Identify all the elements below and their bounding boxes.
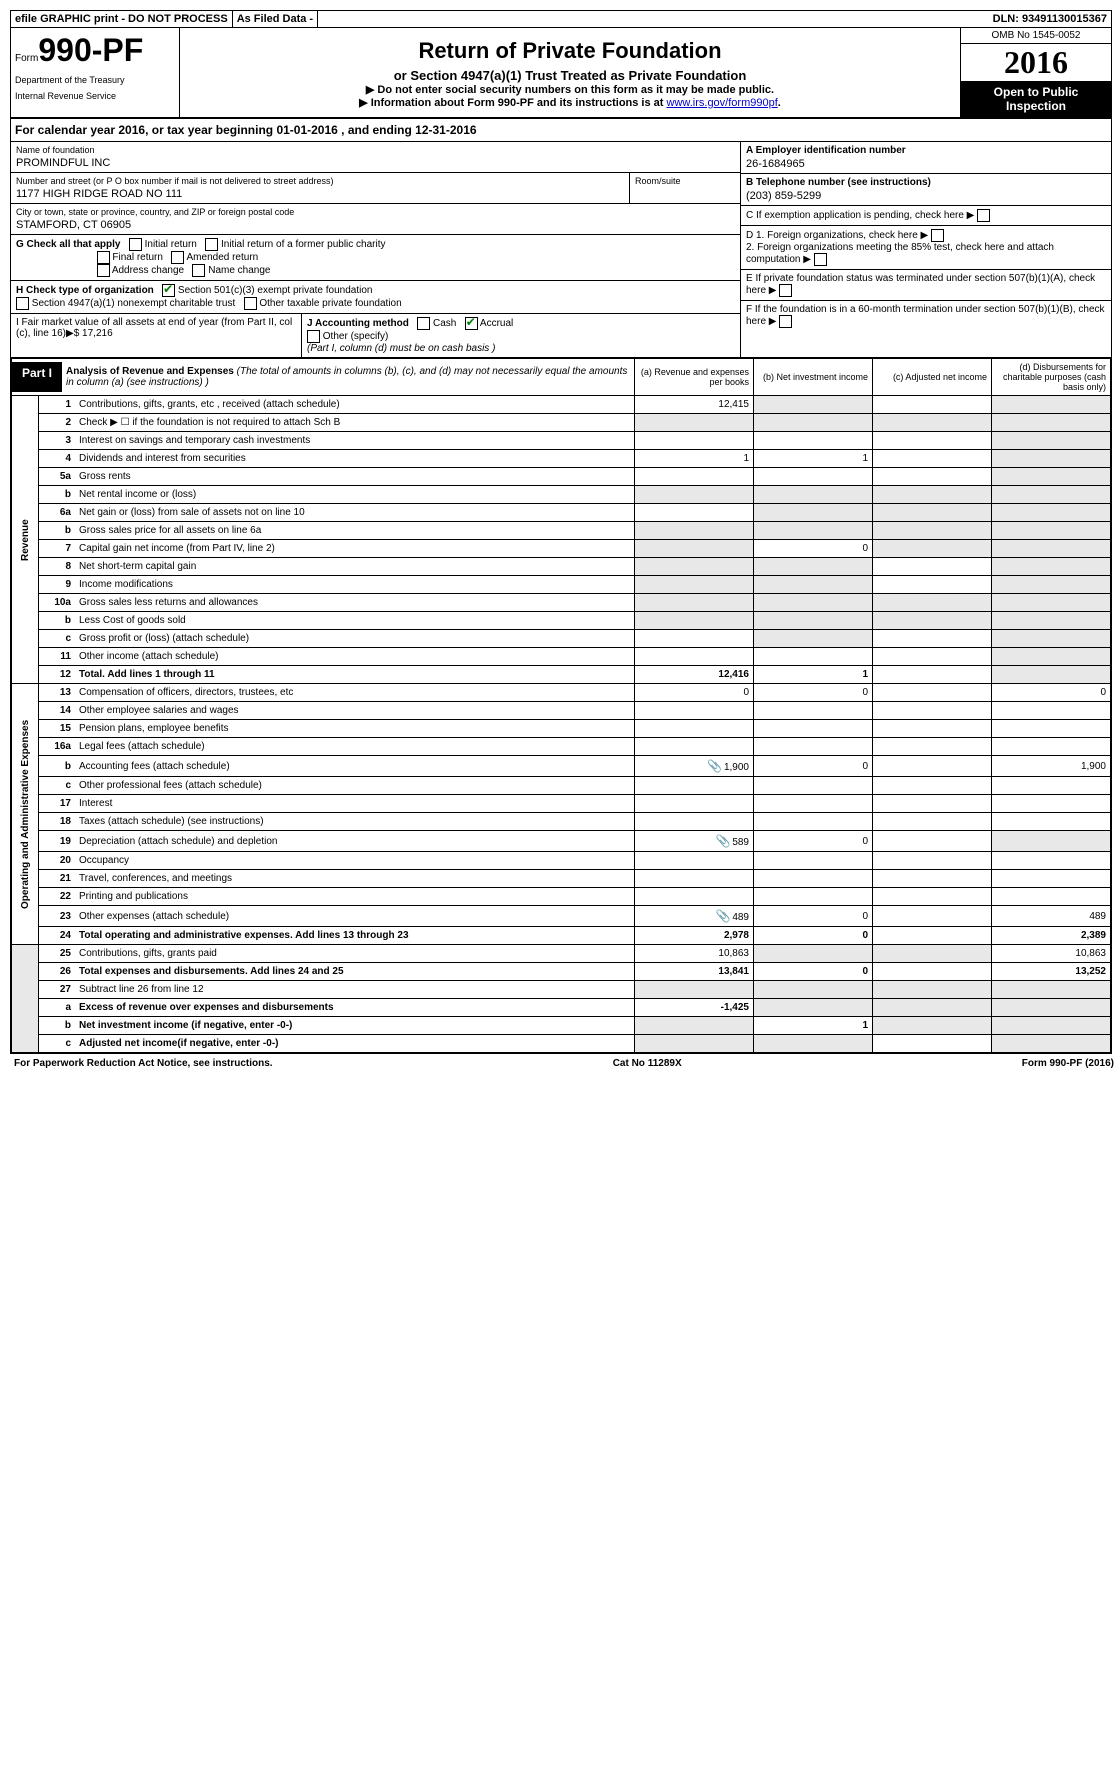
- col-d-header: (d) Disbursements for charitable purpose…: [992, 359, 1111, 396]
- checkbox-other-taxable[interactable]: [244, 297, 257, 310]
- irs-link[interactable]: www.irs.gov/form990pf: [667, 97, 778, 109]
- checkbox-other-method[interactable]: [307, 330, 320, 343]
- form-990pf: efile GRAPHIC print - DO NOT PROCESS As …: [10, 10, 1112, 1054]
- h-label: H Check type of organization: [16, 285, 154, 296]
- e-label: E If private foundation status was termi…: [746, 273, 1095, 296]
- section-g: G Check all that apply Initial return In…: [11, 235, 740, 281]
- footer: For Paperwork Reduction Act Notice, see …: [10, 1054, 1118, 1073]
- checkbox-e[interactable]: [779, 284, 792, 297]
- omb-number: OMB No 1545-0052: [961, 28, 1111, 44]
- j-label: J Accounting method: [307, 318, 409, 329]
- checkbox-name-change[interactable]: [192, 264, 205, 277]
- checkbox-final[interactable]: [97, 251, 110, 264]
- city-label: City or town, state or province, country…: [16, 207, 735, 217]
- d2-label: 2. Foreign organizations meeting the 85%…: [746, 242, 1054, 265]
- form-subtitle: or Section 4947(a)(1) Trust Treated as P…: [186, 68, 954, 83]
- revenue-side-label: Revenue: [12, 396, 39, 684]
- checkbox-c[interactable]: [977, 209, 990, 222]
- addr-label: Number and street (or P O box number if …: [16, 176, 624, 186]
- section-h: H Check type of organization Section 501…: [11, 281, 740, 314]
- section-i: I Fair market value of all assets at end…: [11, 314, 302, 357]
- phone-value: (203) 859-5299: [746, 190, 1106, 202]
- part1-title: Analysis of Revenue and Expenses: [66, 366, 234, 377]
- checkbox-addr-change[interactable]: [97, 264, 110, 277]
- f-label: F If the foundation is in a 60-month ter…: [746, 304, 1105, 327]
- checkbox-cash[interactable]: [417, 317, 430, 330]
- calendar-year-line: For calendar year 2016, or tax year begi…: [11, 119, 1111, 142]
- foundation-city: STAMFORD, CT 06905: [16, 219, 735, 231]
- foundation-addr: 1177 HIGH RIDGE ROAD NO 111: [16, 188, 624, 200]
- dln: DLN: 93491130015367: [989, 11, 1111, 27]
- attachment-icon[interactable]: 📎: [707, 759, 721, 771]
- form-number-box: Form990-PF Department of the Treasury In…: [11, 28, 180, 117]
- checkbox-f[interactable]: [779, 315, 792, 328]
- opex-side-label: Operating and Administrative Expenses: [12, 684, 39, 945]
- foundation-name: PROMINDFUL INC: [16, 157, 735, 169]
- asfiled-notice: As Filed Data -: [233, 11, 318, 27]
- ein-label: A Employer identification number: [746, 145, 906, 156]
- checkbox-accrual[interactable]: [465, 317, 478, 330]
- checkbox-d1[interactable]: [931, 229, 944, 242]
- form-prefix: Form: [15, 53, 38, 64]
- checkbox-4947[interactable]: [16, 297, 29, 310]
- attachment-icon[interactable]: 📎: [716, 909, 730, 921]
- checkbox-initial-former[interactable]: [205, 238, 218, 251]
- part1-label: Part I: [12, 362, 62, 392]
- tax-year: 2016: [961, 44, 1111, 81]
- col-b-header: (b) Net investment income: [754, 359, 873, 396]
- paperwork-notice: For Paperwork Reduction Act Notice, see …: [14, 1058, 273, 1069]
- form-number: 990-PF: [38, 32, 143, 68]
- notice-info: ▶ Information about Form 990-PF and its …: [359, 97, 666, 109]
- checkbox-501c3[interactable]: [162, 284, 175, 297]
- open-public-badge: Open to Public Inspection: [961, 81, 1111, 117]
- dept-irs: Internal Revenue Service: [15, 91, 175, 101]
- form-ref: Form 990-PF (2016): [1022, 1058, 1114, 1069]
- notice-ssn: ▶ Do not enter social security numbers o…: [366, 84, 774, 96]
- header: Form990-PF Department of the Treasury In…: [11, 28, 1111, 119]
- d1-label: D 1. Foreign organizations, check here: [746, 230, 918, 241]
- section-j: J Accounting method Cash Accrual Other (…: [302, 314, 740, 357]
- part1-table: Part I Analysis of Revenue and Expenses …: [11, 358, 1111, 1053]
- room-label: Room/suite: [635, 176, 735, 186]
- phone-label: B Telephone number (see instructions): [746, 177, 931, 188]
- efile-notice: efile GRAPHIC print - DO NOT PROCESS: [11, 11, 233, 27]
- checkbox-initial[interactable]: [129, 238, 142, 251]
- title-box: Return of Private Foundation or Section …: [180, 28, 960, 117]
- dept-treasury: Department of the Treasury: [15, 75, 175, 85]
- checkbox-amended[interactable]: [171, 251, 184, 264]
- attachment-icon[interactable]: 📎: [716, 834, 730, 846]
- col-c-header: (c) Adjusted net income: [873, 359, 992, 396]
- g-label: G Check all that apply: [16, 239, 120, 250]
- name-label: Name of foundation: [16, 145, 735, 155]
- catalog-number: Cat No 11289X: [613, 1058, 682, 1069]
- entity-info: Name of foundation PROMINDFUL INC Number…: [11, 142, 1111, 358]
- checkbox-d2[interactable]: [814, 253, 827, 266]
- col-a-header: (a) Revenue and expenses per books: [635, 359, 754, 396]
- ein-value: 26-1684965: [746, 158, 1106, 170]
- top-bar: efile GRAPHIC print - DO NOT PROCESS As …: [11, 11, 1111, 28]
- form-title: Return of Private Foundation: [186, 38, 954, 64]
- year-box: OMB No 1545-0052 2016 Open to Public Ins…: [960, 28, 1111, 117]
- c-label: C If exemption application is pending, c…: [746, 210, 964, 221]
